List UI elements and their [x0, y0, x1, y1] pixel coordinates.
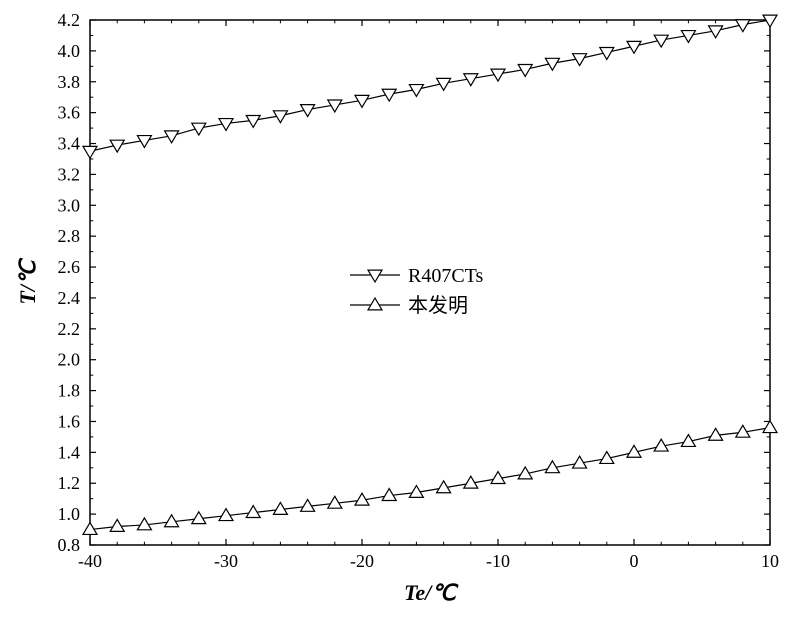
y-tick-label: 2.4	[58, 288, 81, 308]
x-tick-label: -20	[350, 551, 374, 571]
y-tick-label: 1.8	[58, 381, 81, 401]
series-line	[90, 20, 770, 151]
series-line	[90, 428, 770, 530]
y-tick-label: 3.2	[58, 164, 81, 184]
y-tick-label: 0.8	[58, 535, 81, 555]
x-tick-label: 0	[630, 551, 639, 571]
y-tick-label: 2.8	[58, 226, 81, 246]
chart-container: -40 -30 -20 -10 0 10 0.8 1.0 1.2 1.4 1.6 1.8 2.0 2.2 2…	[0, 0, 800, 617]
x-axis-label: Te/℃	[404, 580, 459, 605]
y-tick-label: 1.6	[58, 411, 81, 431]
x-tick-label: -30	[214, 551, 238, 571]
legend-label: R407CTs	[408, 265, 484, 287]
y-tick-label: 2.2	[58, 319, 81, 339]
y-tick-label: 2.6	[58, 257, 81, 277]
y-tick-label: 3.4	[58, 134, 81, 154]
x-tick-label: -40	[78, 551, 102, 571]
y-tick-label: 3.0	[58, 195, 81, 215]
y-tick-label: 1.2	[58, 473, 81, 493]
y-tick-label: 3.6	[58, 103, 81, 123]
y-tick-label: 3.8	[58, 72, 81, 92]
x-tick-label: 10	[761, 551, 779, 571]
y-tick-label: 1.0	[58, 504, 81, 524]
x-tick-label: -10	[486, 551, 510, 571]
y-tick-label: 2.0	[58, 350, 81, 370]
line-chart: -40 -30 -20 -10 0 10 0.8 1.0 1.2 1.4 1.6 1.8 2.0 2.2 2…	[0, 0, 800, 617]
y-tick-label: 4.0	[58, 41, 81, 61]
legend-label: 本发明	[408, 294, 468, 317]
y-tick-label: 4.2	[58, 10, 81, 30]
y-axis-label: T/℃	[15, 257, 40, 305]
y-tick-label: 1.4	[58, 442, 81, 462]
